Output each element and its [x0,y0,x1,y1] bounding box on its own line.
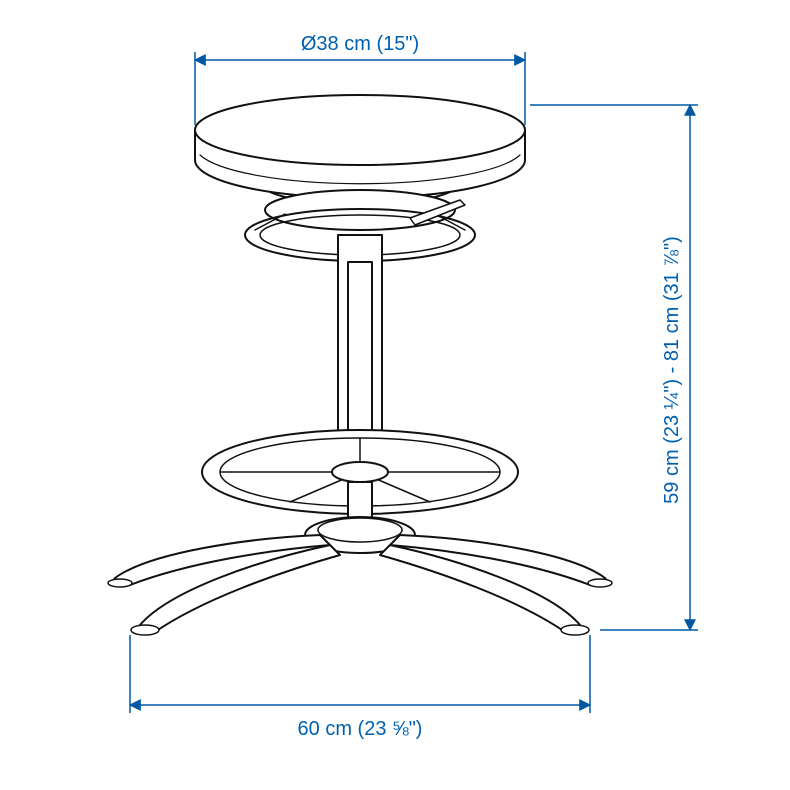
seat-diameter-label: Ø38 cm (15") [301,33,419,55]
base-width-label: 60 cm (23 ⅝") [298,718,423,740]
diagram-svg: Ø38 cm (15") 60 cm (23 ⅝") 59 cm (23 ¼")… [0,0,790,790]
stool-drawing [108,95,612,635]
diagram-canvas: Ø38 cm (15") 60 cm (23 ⅝") 59 cm (23 ¼")… [0,0,790,790]
height-range-label: 59 cm (23 ¼") - 81 cm (31 ⅞") [661,236,683,504]
